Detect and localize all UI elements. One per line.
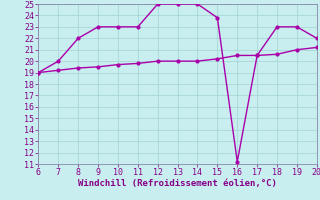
X-axis label: Windchill (Refroidissement éolien,°C): Windchill (Refroidissement éolien,°C): [78, 179, 277, 188]
